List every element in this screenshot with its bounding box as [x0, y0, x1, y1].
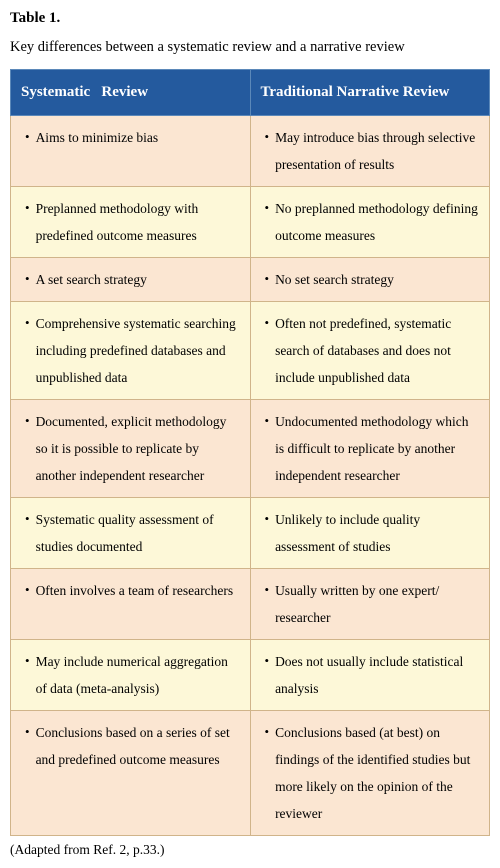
bullet-icon: • [25, 195, 30, 221]
cell-text: No preplanned methodology defining outco… [275, 195, 479, 249]
table-row: •Conclusions based on a series of set an… [11, 710, 490, 835]
bullet-icon: • [25, 266, 30, 292]
comparison-table: Systematic Review Traditional Narrative … [10, 69, 490, 836]
bullet-icon: • [25, 577, 30, 603]
bullet-icon: • [265, 195, 270, 221]
cell-systematic: •A set search strategy [11, 257, 251, 301]
cell-text: Conclusions based on a series of set and… [36, 719, 240, 773]
cell-narrative: •Does not usually include statistical an… [250, 639, 490, 710]
bullet-icon: • [265, 577, 270, 603]
cell-text: Comprehensive systematic searching inclu… [36, 310, 240, 391]
cell-narrative: •Unlikely to include quality assessment … [250, 497, 490, 568]
cell-text: May include numerical aggregation of dat… [36, 648, 240, 702]
bullet-icon: • [25, 648, 30, 674]
bullet-icon: • [25, 408, 30, 434]
cell-systematic: •Systematic quality assessment of studie… [11, 497, 251, 568]
cell-text: Preplanned methodology with predefined o… [36, 195, 240, 249]
table-row: •Systematic quality assessment of studie… [11, 497, 490, 568]
bullet-icon: • [265, 310, 270, 336]
bullet-icon: • [265, 408, 270, 434]
bullet-icon: • [25, 310, 30, 336]
cell-text: Does not usually include statistical ana… [275, 648, 479, 702]
table-title: Table 1. [10, 10, 490, 27]
table-row: •Often involves a team of researchers•Us… [11, 568, 490, 639]
cell-text: No set search strategy [275, 266, 479, 293]
table-row: •Preplanned methodology with predefined … [11, 186, 490, 257]
cell-systematic: •Conclusions based on a series of set an… [11, 710, 251, 835]
bullet-icon: • [265, 719, 270, 745]
cell-systematic: •Documented, explicit methodology so it … [11, 399, 251, 497]
bullet-icon: • [265, 648, 270, 674]
cell-text: Undocumented methodology which is diffic… [275, 408, 479, 489]
col-header-systematic: Systematic Review [11, 70, 251, 116]
cell-systematic: •Often involves a team of researchers [11, 568, 251, 639]
cell-narrative: •Conclusions based (at best) on findings… [250, 710, 490, 835]
bullet-icon: • [265, 506, 270, 532]
table-row: •A set search strategy•No set search str… [11, 257, 490, 301]
cell-text: Unlikely to include quality assessment o… [275, 506, 479, 560]
col-header-narrative: Traditional Narrative Review [250, 70, 490, 116]
table-row: •Comprehensive systematic searching incl… [11, 301, 490, 399]
bullet-icon: • [265, 266, 270, 292]
table-header-row: Systematic Review Traditional Narrative … [11, 70, 490, 116]
cell-text: Aims to minimize bias [36, 124, 240, 151]
cell-systematic: •Comprehensive systematic searching incl… [11, 301, 251, 399]
bullet-icon: • [265, 124, 270, 150]
cell-text: May introduce bias through selective pre… [275, 124, 479, 178]
cell-narrative: •May introduce bias through selective pr… [250, 115, 490, 186]
cell-text: Documented, explicit methodology so it i… [36, 408, 240, 489]
cell-systematic: •May include numerical aggregation of da… [11, 639, 251, 710]
table-row: •May include numerical aggregation of da… [11, 639, 490, 710]
cell-systematic: •Preplanned methodology with predefined … [11, 186, 251, 257]
cell-text: Systematic quality assessment of studies… [36, 506, 240, 560]
cell-narrative: •No preplanned methodology defining outc… [250, 186, 490, 257]
bullet-icon: • [25, 719, 30, 745]
cell-systematic: •Aims to minimize bias [11, 115, 251, 186]
table-subtitle: Key differences between a systematic rev… [10, 37, 490, 57]
table-row: •Documented, explicit methodology so it … [11, 399, 490, 497]
cell-narrative: •Usually written by one expert/ research… [250, 568, 490, 639]
cell-narrative: •Often not predefined, systematic search… [250, 301, 490, 399]
cell-text: Usually written by one expert/ researche… [275, 577, 479, 631]
cell-narrative: •No set search strategy [250, 257, 490, 301]
cell-text: Often involves a team of researchers [36, 577, 240, 604]
bullet-icon: • [25, 506, 30, 532]
bullet-icon: • [25, 124, 30, 150]
cell-text: Often not predefined, systematic search … [275, 310, 479, 391]
cell-text: A set search strategy [36, 266, 240, 293]
cell-text: Conclusions based (at best) on findings … [275, 719, 479, 827]
cell-narrative: •Undocumented methodology which is diffi… [250, 399, 490, 497]
table-row: •Aims to minimize bias•May introduce bia… [11, 115, 490, 186]
table-footnote: (Adapted from Ref. 2, p.33.) [10, 842, 490, 858]
